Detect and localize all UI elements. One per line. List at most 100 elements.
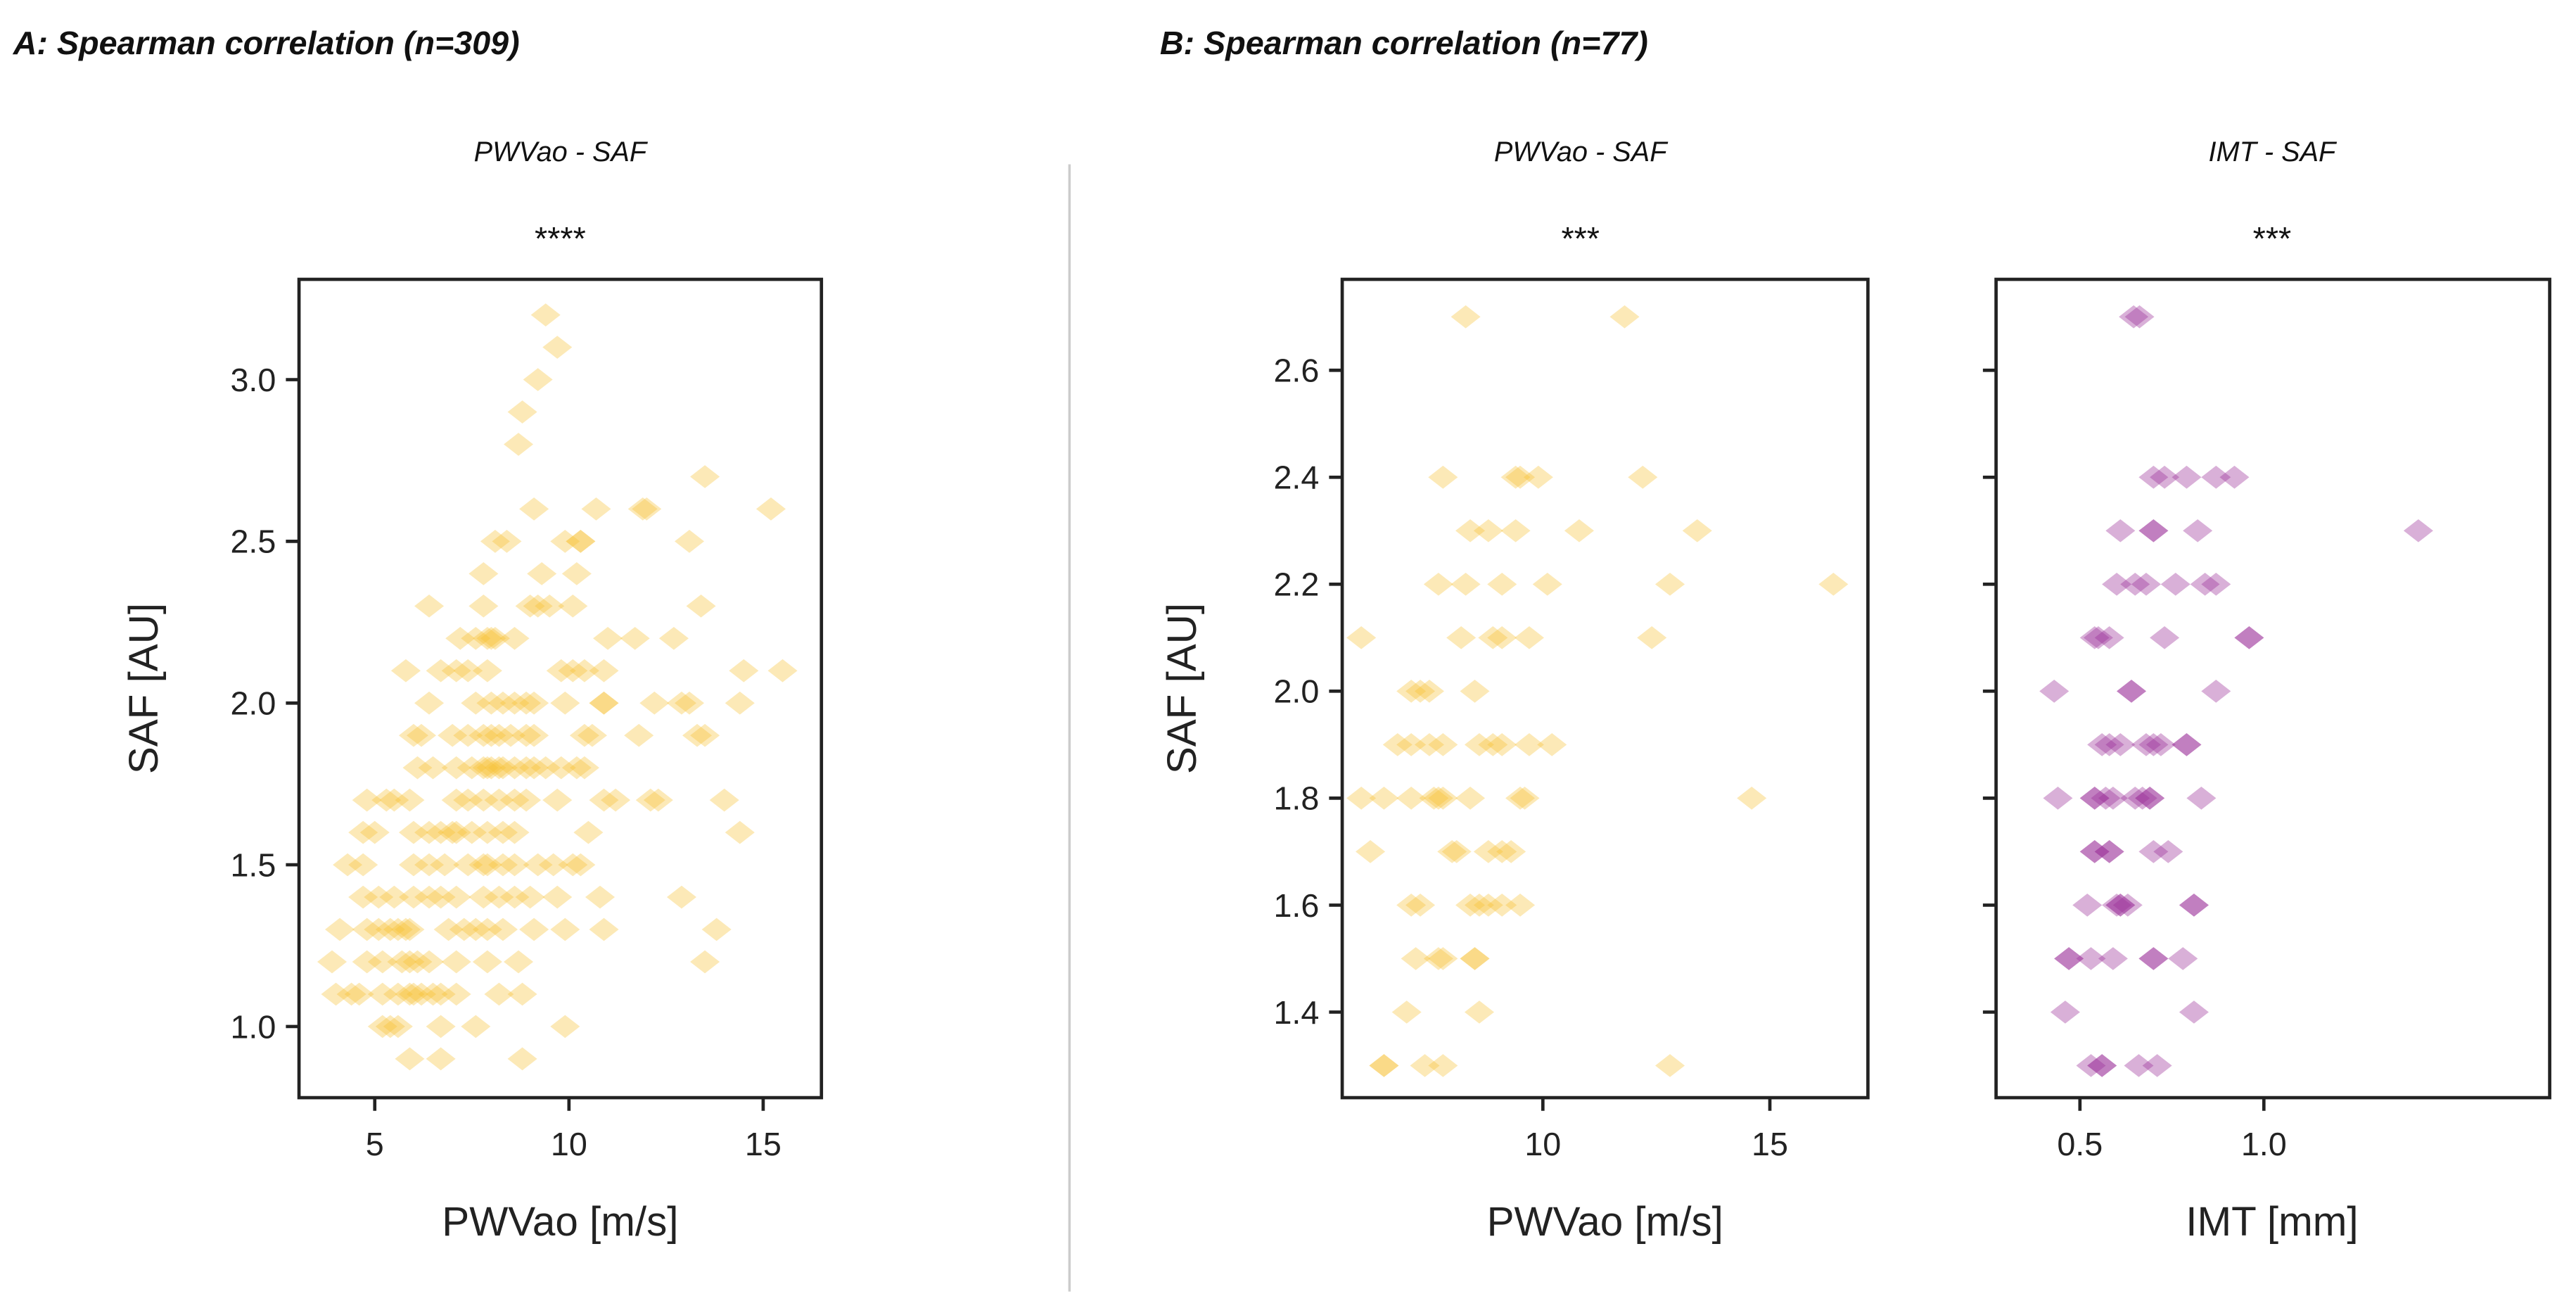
plot-title: IMT - SAF	[2209, 136, 2338, 167]
data-point	[461, 626, 491, 650]
data-point	[2043, 787, 2073, 810]
data-point	[589, 788, 619, 812]
data-point	[1609, 305, 1640, 329]
data-point	[2076, 947, 2106, 970]
data-point	[674, 691, 705, 715]
plot-frame	[297, 277, 824, 1100]
data-point	[2179, 1001, 2209, 1024]
data-point	[426, 820, 456, 844]
data-point	[686, 594, 716, 618]
data-point	[468, 562, 499, 585]
data-point	[2153, 840, 2183, 863]
x-tick-label: 15	[1752, 1126, 1788, 1162]
data-point	[569, 723, 599, 747]
data-point	[550, 1015, 580, 1039]
data-point	[398, 723, 428, 747]
data-point	[1455, 894, 1486, 917]
y-tick-label: 3.0	[230, 362, 276, 398]
data-point	[1428, 1054, 1458, 1077]
data-point	[1464, 733, 1494, 756]
data-point	[461, 1015, 491, 1039]
data-point	[1514, 626, 1544, 649]
data-point	[507, 1047, 537, 1071]
y-tick-label: 2.6	[1273, 353, 1319, 389]
data-point	[507, 982, 537, 1006]
data-point	[414, 594, 445, 618]
data-point	[2105, 894, 2136, 917]
data-point	[398, 885, 428, 909]
data-point	[523, 368, 553, 391]
data-point	[581, 497, 611, 521]
data-point	[1396, 733, 1427, 756]
x-tick-label: 15	[745, 1126, 782, 1162]
data-point	[1505, 465, 1536, 489]
data-point	[709, 788, 739, 812]
data-point	[550, 530, 580, 553]
data-point	[1346, 626, 1377, 649]
data-point	[476, 626, 506, 650]
data-point	[585, 885, 616, 909]
data-point	[1818, 572, 1849, 596]
data-point	[468, 723, 499, 747]
data-point	[2119, 305, 2149, 329]
data-point	[2094, 840, 2124, 863]
data-point	[2105, 894, 2136, 917]
data-point	[1455, 519, 1486, 542]
data-point	[1473, 519, 1503, 542]
data-point	[1500, 519, 1531, 542]
data-point	[2094, 626, 2124, 649]
plot-title: PWVao - SAF	[474, 136, 649, 167]
data-point	[2094, 840, 2124, 863]
data-point	[2131, 733, 2161, 756]
data-point	[589, 691, 619, 715]
plot-a-pwvao-saf: PWVao - SAF **** PWVao [m/s] SAF [AU] 5 1…	[121, 136, 824, 1245]
data-point	[468, 788, 499, 812]
data-point	[1505, 894, 1536, 917]
data-point	[348, 885, 378, 909]
significance-marker: ***	[1561, 220, 1600, 257]
data-point	[2201, 465, 2231, 489]
data-point	[2131, 572, 2161, 596]
panel-a-title: A: Spearman correlation (n=309)	[13, 25, 520, 61]
data-point	[348, 853, 378, 877]
data-point	[2054, 947, 2084, 970]
data-point	[472, 659, 502, 682]
y-tick-label: 1.5	[230, 846, 276, 883]
data-point	[2172, 733, 2202, 756]
data-point	[755, 497, 786, 521]
data-point	[2102, 572, 2132, 596]
data-point	[2094, 733, 2124, 756]
data-point	[468, 594, 499, 618]
y-axis-label: SAF [AU]	[121, 603, 167, 774]
data-point	[472, 950, 502, 974]
plot-b-pwvao-saf: PWVao - SAF *** PWVao [m/s] SAF [AU] 10 1…	[1159, 136, 1870, 1245]
data-point	[2138, 733, 2169, 756]
data-point	[457, 820, 487, 844]
data-point	[561, 562, 592, 585]
data-point	[426, 982, 456, 1006]
data-point	[480, 530, 510, 553]
data-point	[589, 691, 619, 715]
data-point	[701, 917, 732, 941]
data-point	[390, 659, 421, 682]
data-point	[484, 885, 514, 909]
data-point	[767, 659, 798, 682]
data-point	[445, 626, 476, 650]
data-point	[468, 853, 499, 877]
data-point	[1437, 840, 1467, 863]
data-point	[1628, 465, 1658, 489]
data-point	[495, 723, 526, 747]
data-point	[1537, 733, 1567, 756]
data-point	[1487, 626, 1517, 649]
data-point	[2138, 519, 2169, 542]
data-point	[1464, 894, 1494, 917]
data-point	[1655, 572, 1685, 596]
y-axis-label: SAF [AU]	[1159, 603, 1205, 774]
data-point	[418, 982, 448, 1006]
data-points	[2039, 305, 2433, 1077]
data-point	[367, 982, 397, 1006]
data-point	[2124, 305, 2155, 329]
data-point	[476, 691, 506, 715]
data-point	[666, 691, 696, 715]
